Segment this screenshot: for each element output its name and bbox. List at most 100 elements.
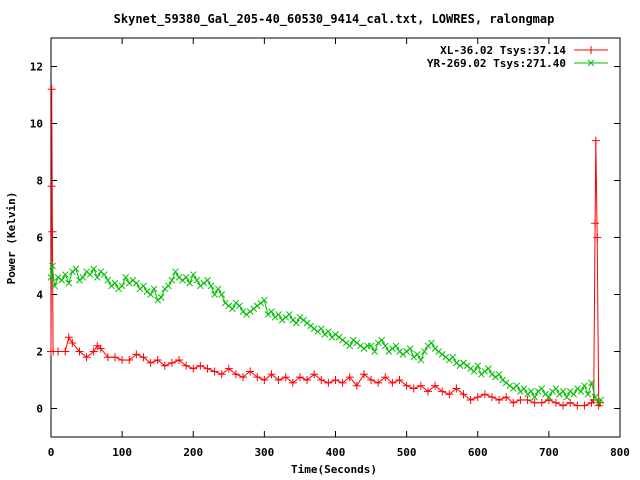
series-point-0 xyxy=(591,219,600,228)
x-tick-label: 800 xyxy=(610,446,630,459)
series-point-0 xyxy=(438,387,447,396)
series-point-1 xyxy=(93,274,101,281)
series-point-0 xyxy=(559,401,568,410)
series-point-1 xyxy=(49,262,56,270)
series-point-1 xyxy=(261,296,268,304)
series-point-1 xyxy=(214,285,222,293)
series-point-0 xyxy=(64,333,73,342)
series-point-0 xyxy=(495,395,504,404)
series-point-1 xyxy=(538,385,546,392)
series-point-0 xyxy=(409,384,418,393)
series-point-0 xyxy=(487,393,496,402)
series-point-1 xyxy=(406,345,414,353)
series-point-1 xyxy=(165,282,172,290)
series-point-1 xyxy=(193,276,201,284)
series-point-0 xyxy=(537,398,546,407)
series-point-1 xyxy=(577,388,585,395)
series-point-0 xyxy=(146,358,155,367)
series-point-0 xyxy=(452,384,461,393)
series-point-1 xyxy=(86,271,94,278)
series-point-1 xyxy=(428,339,435,347)
x-tick-label: 200 xyxy=(183,446,203,459)
series-point-1 xyxy=(421,348,428,355)
series-point-1 xyxy=(150,285,158,293)
series-point-0 xyxy=(502,393,511,402)
series-point-1 xyxy=(72,265,80,273)
series-point-0 xyxy=(125,356,134,365)
series-point-0 xyxy=(473,393,482,402)
series-point-1 xyxy=(474,362,482,370)
y-tick-label: 12 xyxy=(30,61,43,74)
series-point-0 xyxy=(231,370,240,379)
x-tick-label: 600 xyxy=(468,446,488,459)
series-point-0 xyxy=(89,347,98,356)
series-point-0 xyxy=(118,356,127,365)
series-point-0 xyxy=(593,233,602,242)
series-point-0 xyxy=(381,373,390,382)
series-point-0 xyxy=(281,373,290,382)
series-point-0 xyxy=(175,356,184,365)
series-point-0 xyxy=(480,390,489,399)
series-point-0 xyxy=(345,373,354,382)
series-point-1 xyxy=(182,274,190,281)
ticks-layer: 0 100 200 300 400 500 600 700 800 0 2 4 6 8 10 12 xyxy=(30,38,630,459)
series-point-0 xyxy=(82,353,91,362)
x-tick-label: 100 xyxy=(112,446,132,459)
x-tick-label: 500 xyxy=(397,446,417,459)
series-point-0 xyxy=(182,361,191,370)
series-point-0 xyxy=(288,378,297,387)
series-point-0 xyxy=(310,370,319,379)
series-point-0 xyxy=(338,378,347,387)
series-point-1 xyxy=(552,385,560,392)
series-point-1 xyxy=(58,276,66,284)
series-point-0 xyxy=(551,398,560,407)
series-point-1 xyxy=(371,348,378,355)
series-point-1 xyxy=(317,325,325,333)
series-point-1 xyxy=(275,311,282,318)
series-point-0 xyxy=(431,381,440,390)
series-0 xyxy=(47,85,605,410)
series-point-0 xyxy=(132,350,141,359)
series-point-1 xyxy=(132,279,140,287)
series-point-1 xyxy=(527,388,535,395)
series-point-0 xyxy=(96,344,105,353)
series-point-1 xyxy=(47,274,55,281)
series-layer xyxy=(47,85,605,410)
series-point-1 xyxy=(591,393,599,401)
series-point-0 xyxy=(331,376,340,384)
y-tick-label: 4 xyxy=(36,289,43,302)
series-point-1 xyxy=(79,274,87,281)
series-point-1 xyxy=(118,282,126,290)
legend-label-1: YR-269.02 Tsys:271.40 xyxy=(427,57,566,70)
series-point-0 xyxy=(75,347,84,356)
series-point-0 xyxy=(48,227,57,236)
series-point-0 xyxy=(189,364,198,373)
series-point-0 xyxy=(167,358,176,367)
series-point-0 xyxy=(402,381,411,390)
series-point-1 xyxy=(470,368,478,375)
series-point-1 xyxy=(597,396,605,404)
series-point-1 xyxy=(204,276,211,284)
series-point-1 xyxy=(449,353,457,361)
series-point-0 xyxy=(47,182,56,191)
series-point-1 xyxy=(570,390,578,398)
series-point-1 xyxy=(122,274,130,281)
series-point-0 xyxy=(573,401,582,410)
series-point-0 xyxy=(580,401,589,410)
series-point-0 xyxy=(267,370,276,379)
series-point-0 xyxy=(367,376,376,384)
y-axis-label: Power (Kelvin) xyxy=(5,192,18,285)
series-point-0 xyxy=(445,390,454,399)
x-tick-label: 0 xyxy=(48,446,55,459)
series-point-1 xyxy=(392,342,400,350)
series-point-1 xyxy=(495,370,503,378)
series-point-1 xyxy=(186,279,194,287)
series-point-1 xyxy=(581,382,588,390)
series-point-1 xyxy=(413,350,421,358)
series-point-1 xyxy=(588,379,595,387)
series-point-0 xyxy=(509,398,518,407)
series-point-0 xyxy=(274,376,283,384)
series-point-1 xyxy=(147,291,154,298)
series-point-1 xyxy=(236,302,243,310)
